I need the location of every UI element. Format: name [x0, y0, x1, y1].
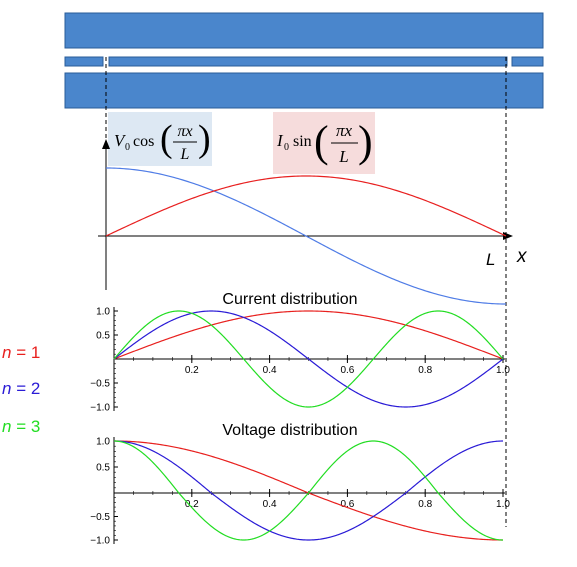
top-x-axis-label: x	[516, 246, 528, 267]
y-tick-label: 1.0	[96, 307, 110, 318]
legend-n-symbol: n	[2, 343, 11, 362]
legend-n-symbol: n	[2, 379, 11, 398]
top-current-curve	[106, 176, 506, 236]
y-tick-label: 1.0	[96, 437, 110, 448]
x-tick-label: 0.4	[263, 365, 277, 376]
current-distribution-chart: Current distribution 1.0 0.5 −0.5 −1.0 0.2 0.4…	[90, 291, 510, 414]
x-tick-label: 0.6	[340, 365, 354, 376]
top-L-label: L	[486, 250, 495, 269]
y-tick-label: −1.0	[90, 536, 110, 547]
x-tick-label: 1.0	[496, 365, 510, 376]
y-tick-label: −0.5	[90, 379, 110, 390]
current-denominator: L	[338, 147, 348, 166]
voltage-function: cos	[133, 133, 154, 150]
y-tick-label: −1.0	[90, 403, 110, 414]
series-line-n2	[114, 441, 503, 540]
voltage-numerator: πx	[177, 123, 192, 140]
voltage-open-paren: (	[160, 118, 173, 160]
current-numerator: πx	[336, 121, 353, 140]
current-open-paren: (	[314, 117, 329, 166]
series-line-n1	[114, 311, 503, 359]
current-function: sin	[293, 133, 312, 150]
series-line-n1	[114, 441, 503, 540]
x-tick-label: 0.2	[185, 365, 199, 376]
legend-mode-number: 3	[31, 417, 40, 436]
x-tick-label: 0.8	[418, 365, 432, 376]
legend-equals: =	[11, 379, 30, 398]
gap-left-segment	[65, 57, 103, 66]
transmission-line	[65, 13, 543, 108]
mode-legend: n = 1n = 2n = 3	[2, 343, 40, 436]
y-tick-label: −0.5	[90, 512, 110, 523]
legend-equals: =	[11, 417, 30, 436]
legend-n-symbol: n	[2, 417, 11, 436]
voltage-close-paren: )	[198, 118, 211, 160]
x-tick-label: 0.6	[340, 499, 354, 510]
bottom-plate	[65, 73, 543, 108]
x-tick-label: 0.4	[263, 499, 277, 510]
current-amplitude-subscript: 0	[284, 142, 289, 153]
x-tick-label: 0.8	[418, 499, 432, 510]
legend-mode-number: 1	[31, 343, 40, 362]
chart-title: Current distribution	[222, 291, 357, 308]
y-tick-label: 0.5	[96, 463, 110, 474]
y-tick-label: 0.5	[96, 331, 110, 342]
top-x-axis-arrowhead	[503, 232, 513, 240]
series-line-n3	[114, 441, 503, 540]
legend-mode-number: 2	[31, 379, 40, 398]
current-close-paren: )	[358, 117, 373, 166]
top-plate	[65, 13, 543, 48]
legend-item-n2: n = 2	[2, 379, 40, 398]
x-tick-label: 1.0	[496, 499, 510, 510]
legend-item-n1: n = 1	[2, 343, 40, 362]
gap-right-segment	[512, 57, 543, 66]
chart-title: Voltage distribution	[222, 422, 357, 439]
gap-middle-segment	[109, 57, 507, 66]
voltage-denominator: L	[180, 146, 190, 163]
legend-equals: =	[11, 343, 30, 362]
legend-item-n3: n = 3	[2, 417, 40, 436]
voltage-amplitude-subscript: 0	[125, 142, 130, 153]
